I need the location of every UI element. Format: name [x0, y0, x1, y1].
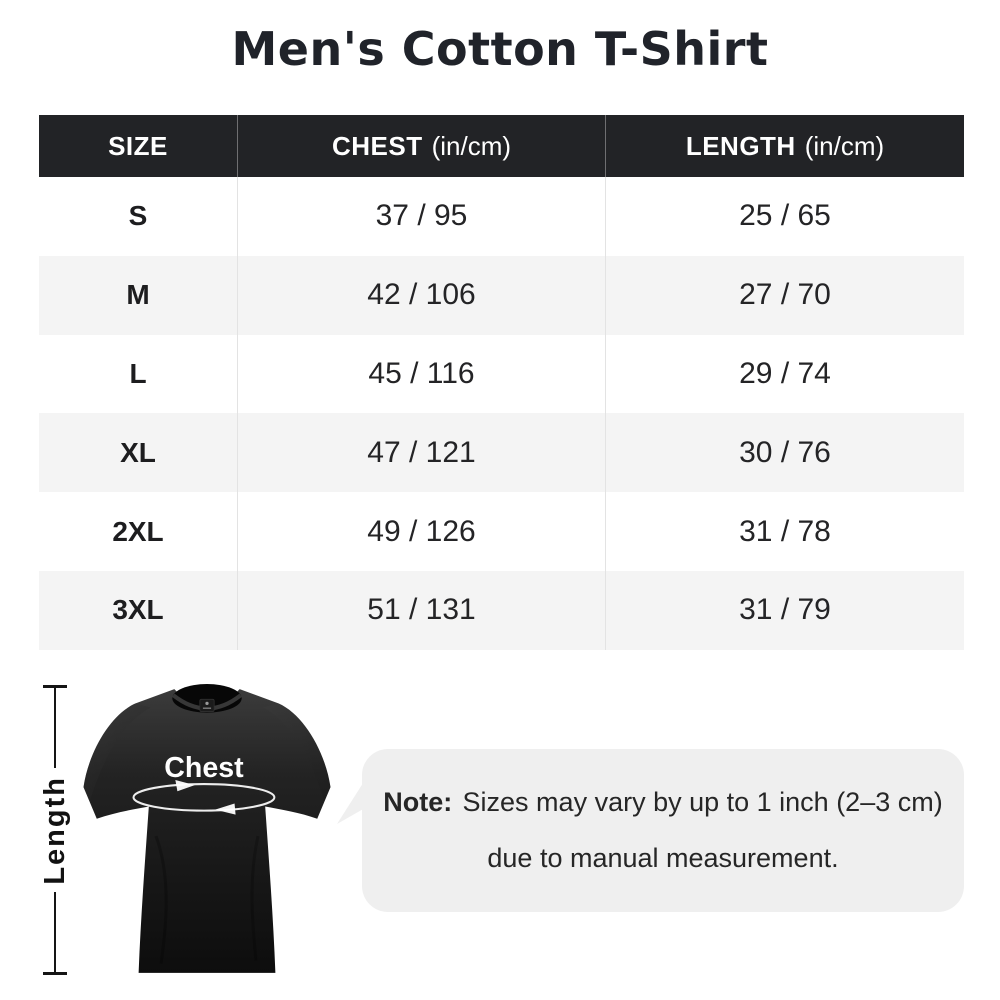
- table-row: L 45 / 116 29 / 74: [39, 334, 964, 414]
- chest-value: 47 / 121: [237, 413, 605, 493]
- chest-value: 42 / 106: [237, 255, 605, 335]
- neck-label-logo: [205, 701, 209, 706]
- length-value: 27 / 70: [605, 255, 964, 335]
- neck-label-text-line: [202, 707, 212, 709]
- note-line-1: Note: Sizes may vary by up to 1 inch (2–3…: [383, 787, 942, 818]
- arrow-left-icon: [215, 803, 236, 815]
- table-row: S 37 / 95 25 / 65: [39, 177, 964, 256]
- length-measure-indicator: Length: [38, 685, 71, 975]
- column-header-chest: CHEST (in/cm): [237, 115, 605, 177]
- measure-line-upper: [54, 688, 56, 768]
- size-value: 2XL: [112, 515, 164, 547]
- size-value: 3XL: [112, 594, 164, 626]
- tshirt-body-shape: [83, 689, 331, 973]
- size-value: S: [128, 200, 148, 232]
- size-value: M: [126, 279, 150, 311]
- table-row: M 42 / 106 27 / 70: [39, 255, 964, 335]
- column-header-label: SIZE: [108, 130, 168, 161]
- column-header-unit: (in/cm): [804, 130, 885, 161]
- size-table: SIZE CHEST (in/cm) LENGTH (in/cm) S 37 /…: [39, 115, 964, 650]
- chest-label: Chest: [164, 752, 244, 784]
- column-header-length: LENGTH (in/cm): [605, 115, 964, 177]
- length-value: 31 / 78: [605, 492, 964, 571]
- wrinkle-line: [154, 835, 168, 964]
- note-line-2: due to manual measurement.: [487, 843, 839, 873]
- measure-cap-bottom: [43, 972, 67, 975]
- wrinkle-line: [250, 835, 260, 961]
- table-row: 2XL 49 / 126 31 / 78: [39, 492, 964, 571]
- table-row: 3XL 51 / 131 31 / 79: [39, 570, 964, 650]
- arrow-right-icon: [175, 779, 195, 792]
- size-value: L: [129, 357, 147, 389]
- column-header-label: CHEST: [331, 130, 423, 161]
- column-header-size: SIZE: [39, 115, 237, 177]
- size-value: XL: [120, 436, 156, 468]
- table-row: XL 47 / 121 30 / 76: [39, 413, 964, 493]
- tshirt-icon: Chest: [78, 683, 336, 979]
- length-value: 31 / 79: [605, 570, 964, 650]
- length-value: 30 / 76: [605, 413, 964, 493]
- column-header-label: LENGTH: [685, 130, 796, 161]
- chest-value: 51 / 131: [237, 570, 605, 650]
- page-title: Men's Cotton T-Shirt: [231, 22, 769, 76]
- length-label: Length: [38, 775, 71, 885]
- measure-cap-top: [43, 685, 67, 688]
- chest-value: 49 / 126: [237, 492, 605, 571]
- note-bubble-tail: [337, 780, 365, 824]
- chest-value: 37 / 95: [237, 177, 605, 256]
- length-value: 25 / 65: [605, 177, 964, 256]
- measure-line-lower: [54, 892, 56, 972]
- neck-label-tag: [199, 698, 215, 712]
- note-bubble: Note: Sizes may vary by up to 1 inch (2–3…: [362, 749, 964, 912]
- sleeve-highlight-left: [83, 703, 151, 802]
- chest-value: 45 / 116: [237, 334, 605, 414]
- sleeve-highlight-right: [263, 703, 331, 802]
- length-value: 29 / 74: [605, 334, 964, 414]
- note-label: Note:: [383, 786, 453, 817]
- column-header-unit: (in/cm): [431, 130, 512, 161]
- chest-ellipse-icon: [132, 783, 276, 812]
- table-header-row: SIZE CHEST (in/cm) LENGTH (in/cm): [39, 115, 964, 177]
- note-text: Sizes may vary by up to 1 inch (2–3 cm): [462, 786, 943, 817]
